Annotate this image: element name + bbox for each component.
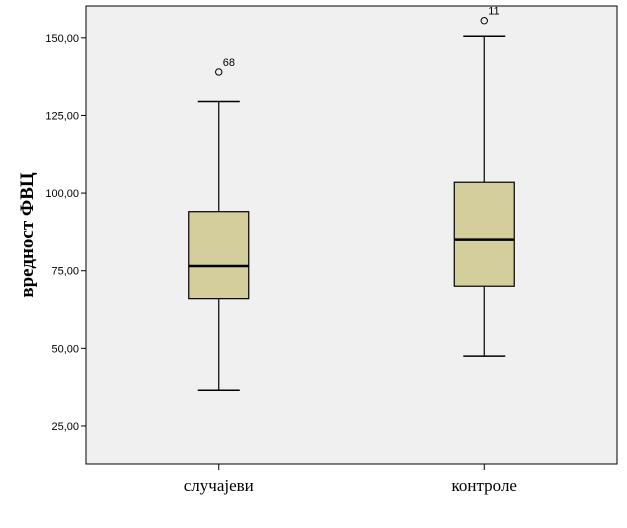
y-tick-label: 75,00 (51, 266, 79, 278)
box-2: 11 (453, 6, 515, 357)
y-tick-label: 125,00 (45, 110, 79, 122)
x-tick-label: контроле (452, 476, 517, 495)
outlier-point (215, 68, 223, 76)
y-axis: 25,00 50,00 75,00 100,00 125,00 150,00 (45, 33, 86, 433)
y-tick-label: 100,00 (45, 188, 79, 200)
y-tick-label: 25,00 (51, 421, 79, 433)
plot-area (85, 5, 618, 465)
outlier-point (480, 17, 488, 25)
x-tick-label: случајеви (184, 476, 254, 495)
x-axis: случајеви контроле (184, 464, 517, 495)
iqr-box (453, 181, 515, 287)
y-tick-label: 50,00 (51, 343, 79, 355)
boxes: 68 11 (188, 6, 515, 392)
iqr-box (188, 211, 250, 300)
outlier-label: 68 (223, 57, 235, 69)
y-axis-label: вредност ФВЦ (17, 172, 38, 298)
y-tick-label: 150,00 (45, 33, 79, 45)
box-1: 68 (188, 57, 250, 392)
outlier-label: 11 (488, 6, 499, 18)
